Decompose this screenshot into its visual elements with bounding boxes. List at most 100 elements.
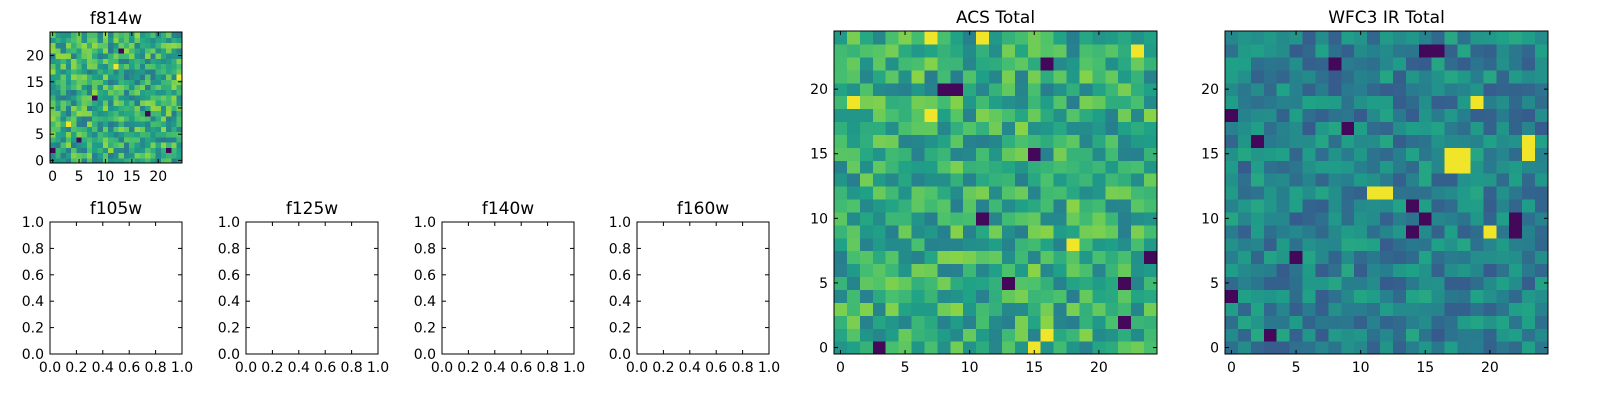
heatmap-cell [1470,134,1484,148]
heatmap-cell [1250,198,1265,213]
heatmap-cell [1053,237,1068,252]
heatmap-cell [150,105,157,112]
heatmap-cell [872,250,887,265]
heatmap-cell [1418,95,1433,110]
heatmap-cell [1053,341,1068,355]
heatmap-cell [1470,147,1484,161]
heatmap-cell [150,126,157,133]
heatmap-cell [108,110,114,117]
heatmap-cell [1131,263,1145,278]
heatmap-cell [872,328,887,342]
heatmap-cell [1237,186,1252,200]
heatmap-cell [55,79,62,85]
heatmap-cell [1354,302,1368,316]
heatmap-cell [1392,82,1407,97]
x-tick-label: 0.6 [510,360,532,376]
heatmap-cell [1118,82,1132,97]
heatmap-cell [1457,302,1472,316]
heatmap-cell [963,237,977,252]
heatmap-cell [171,94,178,101]
heatmap-cell [150,136,157,143]
heatmap-cell [76,126,83,133]
heatmap-cell [1079,328,1093,342]
heatmap-cell [1263,95,1278,110]
heatmap-cell [113,63,120,70]
heatmap-cell [1014,31,1029,45]
heatmap-cell [1289,31,1304,45]
heatmap-cell [1367,250,1381,265]
heatmap-cell [937,56,951,71]
heatmap-cell [872,276,887,290]
heatmap-cell [924,134,938,148]
heatmap-cell [76,68,83,75]
heatmap-cell [1315,276,1329,290]
heatmap-cell [950,43,964,58]
heatmap-cell [1354,173,1368,187]
heatmap-cell [139,131,146,138]
heatmap-cell [176,147,183,154]
heatmap-cell [160,47,167,54]
heatmap-cell [171,152,178,159]
heatmap-cell [1302,160,1317,174]
heatmap-cell [102,100,109,106]
heatmap-cell [1263,289,1278,303]
heatmap-cell [1040,147,1055,161]
heatmap-cell [976,82,990,97]
heatmap-cell [1457,43,1472,58]
heatmap-cell [1040,43,1055,58]
heatmap-cell [113,126,120,133]
heatmap-cell [1392,328,1407,342]
heatmap-cell [1250,43,1265,58]
heatmap-cell [129,131,136,138]
heatmap-cell [1392,121,1407,135]
heatmap-cell [1405,147,1420,161]
heatmap-cell [1444,121,1459,135]
heatmap-cell [1392,302,1407,316]
heatmap-cell [1276,302,1291,316]
heatmap-cell [885,224,900,239]
x-tick-label: 0.4 [288,360,310,376]
heatmap-cell [102,94,109,101]
subplot-title: f140w [482,199,534,219]
heatmap-cell [155,84,162,91]
heatmap-cell [1014,341,1029,355]
heatmap-cell [937,237,951,252]
heatmap-cell [81,73,88,80]
heatmap-cell [834,289,848,303]
heatmap-cell [1092,43,1106,58]
heatmap-cell [134,47,141,54]
heatmap-cell [1053,263,1068,278]
heatmap-cell [92,47,99,54]
heatmap-cell [76,42,83,49]
heatmap-cell [1496,56,1510,71]
heatmap-cell [1405,302,1420,316]
heatmap-cell [1276,211,1291,226]
heatmap-cell [1418,69,1433,84]
heatmap-cell [160,94,167,101]
heatmap-cell [1392,134,1407,148]
heatmap-cell [134,131,141,138]
heatmap-cell [166,126,173,133]
heatmap-cell [924,250,938,265]
heatmap-cell [1027,147,1042,161]
heatmap-cell [102,47,109,54]
heatmap-cell [81,68,88,75]
axes-frame [833,30,1158,355]
y-tick-label: 0.0 [414,347,436,363]
heatmap-cell [1315,173,1329,187]
heatmap-cell [160,89,167,96]
heatmap-cell [86,142,93,148]
y-tick-label: 0.8 [609,241,631,257]
heatmap-cell [1001,211,1016,226]
heatmap-cell [1341,211,1355,226]
heatmap-cell [139,37,146,44]
heatmap-cell [1237,263,1252,278]
heatmap-cell [885,121,900,135]
heatmap-cell [872,95,887,110]
heatmap-cell [885,43,900,58]
heatmap-cell [1001,250,1016,265]
heatmap-cell [1276,43,1291,58]
heatmap-cell [1405,173,1420,187]
heatmap-cell [60,37,67,44]
subplot-title: f160w [677,199,729,219]
